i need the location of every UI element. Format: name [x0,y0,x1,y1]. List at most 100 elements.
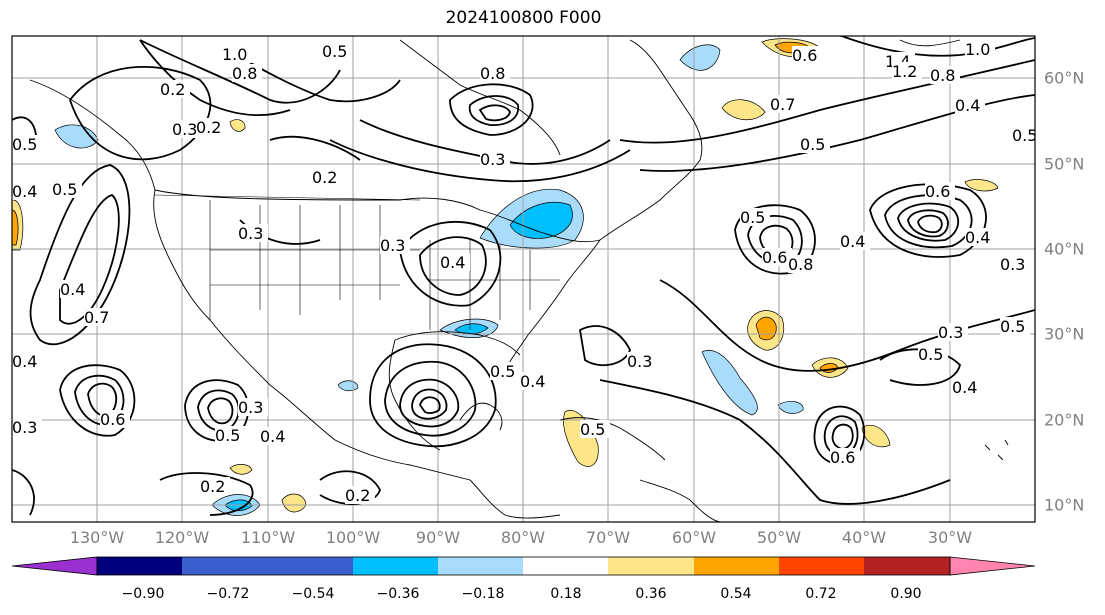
contour-label: 0.4 [12,182,37,201]
longitude-label: 100°W [325,528,381,547]
negative-anomaly-atlantic [701,350,758,416]
positive-anomaly-west-coast-core [12,209,19,246]
negative-anomaly-pacific-nw [54,124,99,149]
contour-label: 0.5 [580,420,605,439]
contour-label: 0.3 [627,352,652,371]
contour-label: 0.3 [238,224,263,243]
contour-label: 0.5 [12,135,37,154]
contour-label: 1.2 [892,62,917,81]
contour-label: 1.0 [965,40,990,59]
colorbar-tick-label: 0.18 [550,586,582,602]
positive-anomaly-newfoundland [721,99,766,121]
colorbar-bin [864,557,950,575]
colorbar-tick-label: −0.54 [291,586,335,602]
latitude-label: 50°N [1044,154,1085,174]
longitude-label: 60°W [671,528,717,547]
contour-label: 0.5 [215,426,240,445]
contour-label: 0.5 [490,362,515,381]
longitude-label: 70°W [585,528,631,547]
colorbar [11,556,1036,576]
longitude-label: 80°W [500,528,546,547]
negative-anomaly-great-lakes-core [509,202,573,239]
contour-label: 0.5 [740,208,765,227]
negative-anomaly-small-1 [777,401,804,414]
colorbar-tick-label: −0.72 [206,586,250,602]
contour-label: 0.3 [938,323,963,342]
colorbar-bin [268,557,353,575]
colorbar-bin [608,557,694,575]
colorbar-tick-label: 0.90 [890,586,922,602]
contour-label: 0.5 [800,135,825,154]
colorbar-bin [97,557,182,575]
colorbar-tick-label: −0.36 [376,586,420,602]
contour-label: 0.4 [12,352,37,371]
colorbar-tick-label: 0.36 [635,586,667,602]
contour-label: 0.7 [770,95,795,114]
contour-label: 0.3 [172,120,197,139]
contour-label: 0.3 [480,150,505,169]
contour-label: 0.4 [520,372,545,391]
map-title: 2024100800 F000 [445,8,602,28]
positive-anomaly-small-3 [229,464,253,475]
contour-label: 0.8 [480,64,505,83]
contour-label: 0.5 [1012,126,1037,145]
latitude-label: 20°N [1044,410,1085,430]
contour-label: 0.2 [345,486,370,505]
longitude-label: 110°W [240,528,296,547]
contour-label: 0.4 [60,280,85,299]
longitude-label: 120°W [154,528,210,547]
latitude-label: 60°N [1044,68,1085,88]
contour-label: 0.8 [232,64,257,83]
contour-label: 0.8 [788,255,813,274]
contour-label: 0.4 [440,253,465,272]
colorbar-bin [523,557,608,575]
contour-label: 0.2 [160,80,185,99]
contour-label: 0.5 [918,345,943,364]
contour-label: 0.4 [955,96,980,115]
shaded-anomalies [12,38,999,516]
graticule [12,36,1035,522]
coastlines [29,39,1009,522]
contour-label: 0.5 [52,180,77,199]
positive-anomaly-east-atlantic [964,179,999,192]
contour-label: 0.3 [1000,255,1025,274]
contour-label: 0.4 [840,232,865,251]
colorbar-tick-label: −0.90 [121,586,165,602]
contour-label: 1.0 [222,45,247,64]
contour-label: 0.4 [260,427,285,446]
latitude-label: 30°N [1044,324,1085,344]
positive-anomaly-caribbean [563,410,599,467]
latitude-label: 10°N [1044,495,1085,515]
colorbar-tick-label: −0.18 [461,586,505,602]
contour-label: 0.8 [930,66,955,85]
longitude-label: 30°W [927,528,973,547]
longitude-label: 50°W [756,528,802,547]
colorbar-bin [182,557,268,575]
contour-labels: 1.0 0.8 0.2 0.3 0.2 0.5 0.5 0.8 0.6 1.4 … [12,40,1037,505]
contour-label: 0.6 [925,182,950,201]
contour-label: 0.6 [762,248,787,267]
latitude-label: 40°N [1044,239,1085,259]
longitude-label: 130°W [69,528,125,547]
contour-label: 0.6 [830,448,855,467]
contour-label: 0.6 [792,46,817,65]
contour-label: 0.7 [84,308,109,327]
positive-anomaly-hurricane-east [861,424,891,448]
contour-label: 0.3 [12,418,37,437]
colorbar-bin [779,557,864,575]
map-frame [11,35,1036,523]
contour-label: 0.2 [312,168,337,187]
positive-anomaly-small-2 [229,119,246,132]
colorbar-extend-min [11,556,98,576]
colorbar-bin [694,557,779,575]
longitude-label: 40°W [841,528,887,547]
contour-label: 0.4 [952,378,977,397]
negative-anomaly-gulf-coast-core [454,323,489,335]
contour-label: 0.4 [965,228,990,247]
colorbar-tick-label: 0.72 [805,586,837,602]
contour-label: 0.3 [238,398,263,417]
contour-label: 0.5 [322,42,347,61]
contour-label: 0.6 [100,410,125,429]
longitude-label: 90°W [415,528,461,547]
colorbar-outline [96,556,951,576]
